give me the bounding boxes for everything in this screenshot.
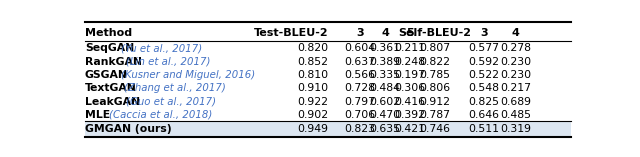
- Text: 0.577: 0.577: [468, 43, 500, 53]
- Text: 0.637: 0.637: [345, 57, 376, 67]
- Text: 0.548: 0.548: [468, 83, 500, 93]
- Text: 0.787: 0.787: [419, 110, 450, 120]
- Text: 0.910: 0.910: [297, 83, 328, 93]
- Text: 0.389: 0.389: [369, 57, 401, 67]
- Text: 3: 3: [481, 28, 488, 38]
- Text: 0.335: 0.335: [369, 70, 401, 80]
- Text: GMGAN (ours): GMGAN (ours): [85, 124, 172, 134]
- Text: 0.646: 0.646: [468, 110, 500, 120]
- Text: 0.807: 0.807: [419, 43, 450, 53]
- Text: Test-BLEU-2: Test-BLEU-2: [253, 28, 328, 38]
- Text: 5: 5: [406, 28, 413, 38]
- Text: 4: 4: [511, 28, 520, 38]
- Text: (Guo et al., 2017): (Guo et al., 2017): [126, 97, 216, 107]
- Text: 0.197: 0.197: [394, 70, 426, 80]
- Text: 0.689: 0.689: [500, 97, 531, 107]
- Text: 0.566: 0.566: [345, 70, 376, 80]
- Text: 0.319: 0.319: [500, 124, 531, 134]
- Text: 0.248: 0.248: [394, 57, 426, 67]
- Text: 4: 4: [381, 28, 389, 38]
- Text: 0.922: 0.922: [297, 97, 328, 107]
- Text: 0.217: 0.217: [500, 83, 531, 93]
- Text: 0.785: 0.785: [419, 70, 450, 80]
- Text: 0.416: 0.416: [394, 97, 426, 107]
- Text: 0.706: 0.706: [345, 110, 376, 120]
- Text: 0.604: 0.604: [345, 43, 376, 53]
- Text: 0.912: 0.912: [419, 97, 450, 107]
- Text: 0.852: 0.852: [297, 57, 328, 67]
- Text: (Yu et al., 2017): (Yu et al., 2017): [121, 43, 202, 53]
- Text: Method: Method: [85, 28, 132, 38]
- Text: (Lin et al., 2017): (Lin et al., 2017): [126, 57, 211, 67]
- Text: 0.392: 0.392: [394, 110, 426, 120]
- Text: Self-BLEU-2: Self-BLEU-2: [398, 28, 471, 38]
- Text: 0.635: 0.635: [369, 124, 401, 134]
- Text: 0.211: 0.211: [394, 43, 426, 53]
- Text: 0.820: 0.820: [297, 43, 328, 53]
- Text: 0.825: 0.825: [468, 97, 500, 107]
- Text: MLE: MLE: [85, 110, 110, 120]
- Text: (Zhang et al., 2017): (Zhang et al., 2017): [124, 83, 226, 93]
- Text: (Caccia et al., 2018): (Caccia et al., 2018): [109, 110, 212, 120]
- Text: 0.306: 0.306: [394, 83, 426, 93]
- Text: 0.822: 0.822: [419, 57, 450, 67]
- Text: 0.810: 0.810: [297, 70, 328, 80]
- Text: (Kusner and Miguel, 2016): (Kusner and Miguel, 2016): [121, 70, 255, 80]
- Text: 0.485: 0.485: [500, 110, 531, 120]
- Text: 0.902: 0.902: [297, 110, 328, 120]
- Text: 0.361: 0.361: [369, 43, 401, 53]
- Text: 0.949: 0.949: [297, 124, 328, 134]
- Text: 0.511: 0.511: [468, 124, 500, 134]
- Text: 0.592: 0.592: [468, 57, 500, 67]
- Text: SeqGAN: SeqGAN: [85, 43, 134, 53]
- Text: 0.797: 0.797: [345, 97, 376, 107]
- Text: 0.421: 0.421: [394, 124, 426, 134]
- Text: 0.470: 0.470: [369, 110, 401, 120]
- Text: 0.602: 0.602: [369, 97, 401, 107]
- Text: 0.230: 0.230: [500, 70, 531, 80]
- Text: 0.746: 0.746: [419, 124, 450, 134]
- Text: 0.484: 0.484: [369, 83, 401, 93]
- Text: 0.278: 0.278: [500, 43, 531, 53]
- Text: RankGAN: RankGAN: [85, 57, 142, 67]
- Text: GSGAN: GSGAN: [85, 70, 128, 80]
- Text: 0.522: 0.522: [468, 70, 500, 80]
- Text: 0.230: 0.230: [500, 57, 531, 67]
- Text: TextGAN: TextGAN: [85, 83, 137, 93]
- Text: 0.806: 0.806: [419, 83, 450, 93]
- FancyBboxPatch shape: [85, 121, 571, 137]
- Text: 0.728: 0.728: [345, 83, 376, 93]
- Text: 0.823: 0.823: [345, 124, 376, 134]
- Text: 3: 3: [356, 28, 364, 38]
- Text: LeakGAN: LeakGAN: [85, 97, 140, 107]
